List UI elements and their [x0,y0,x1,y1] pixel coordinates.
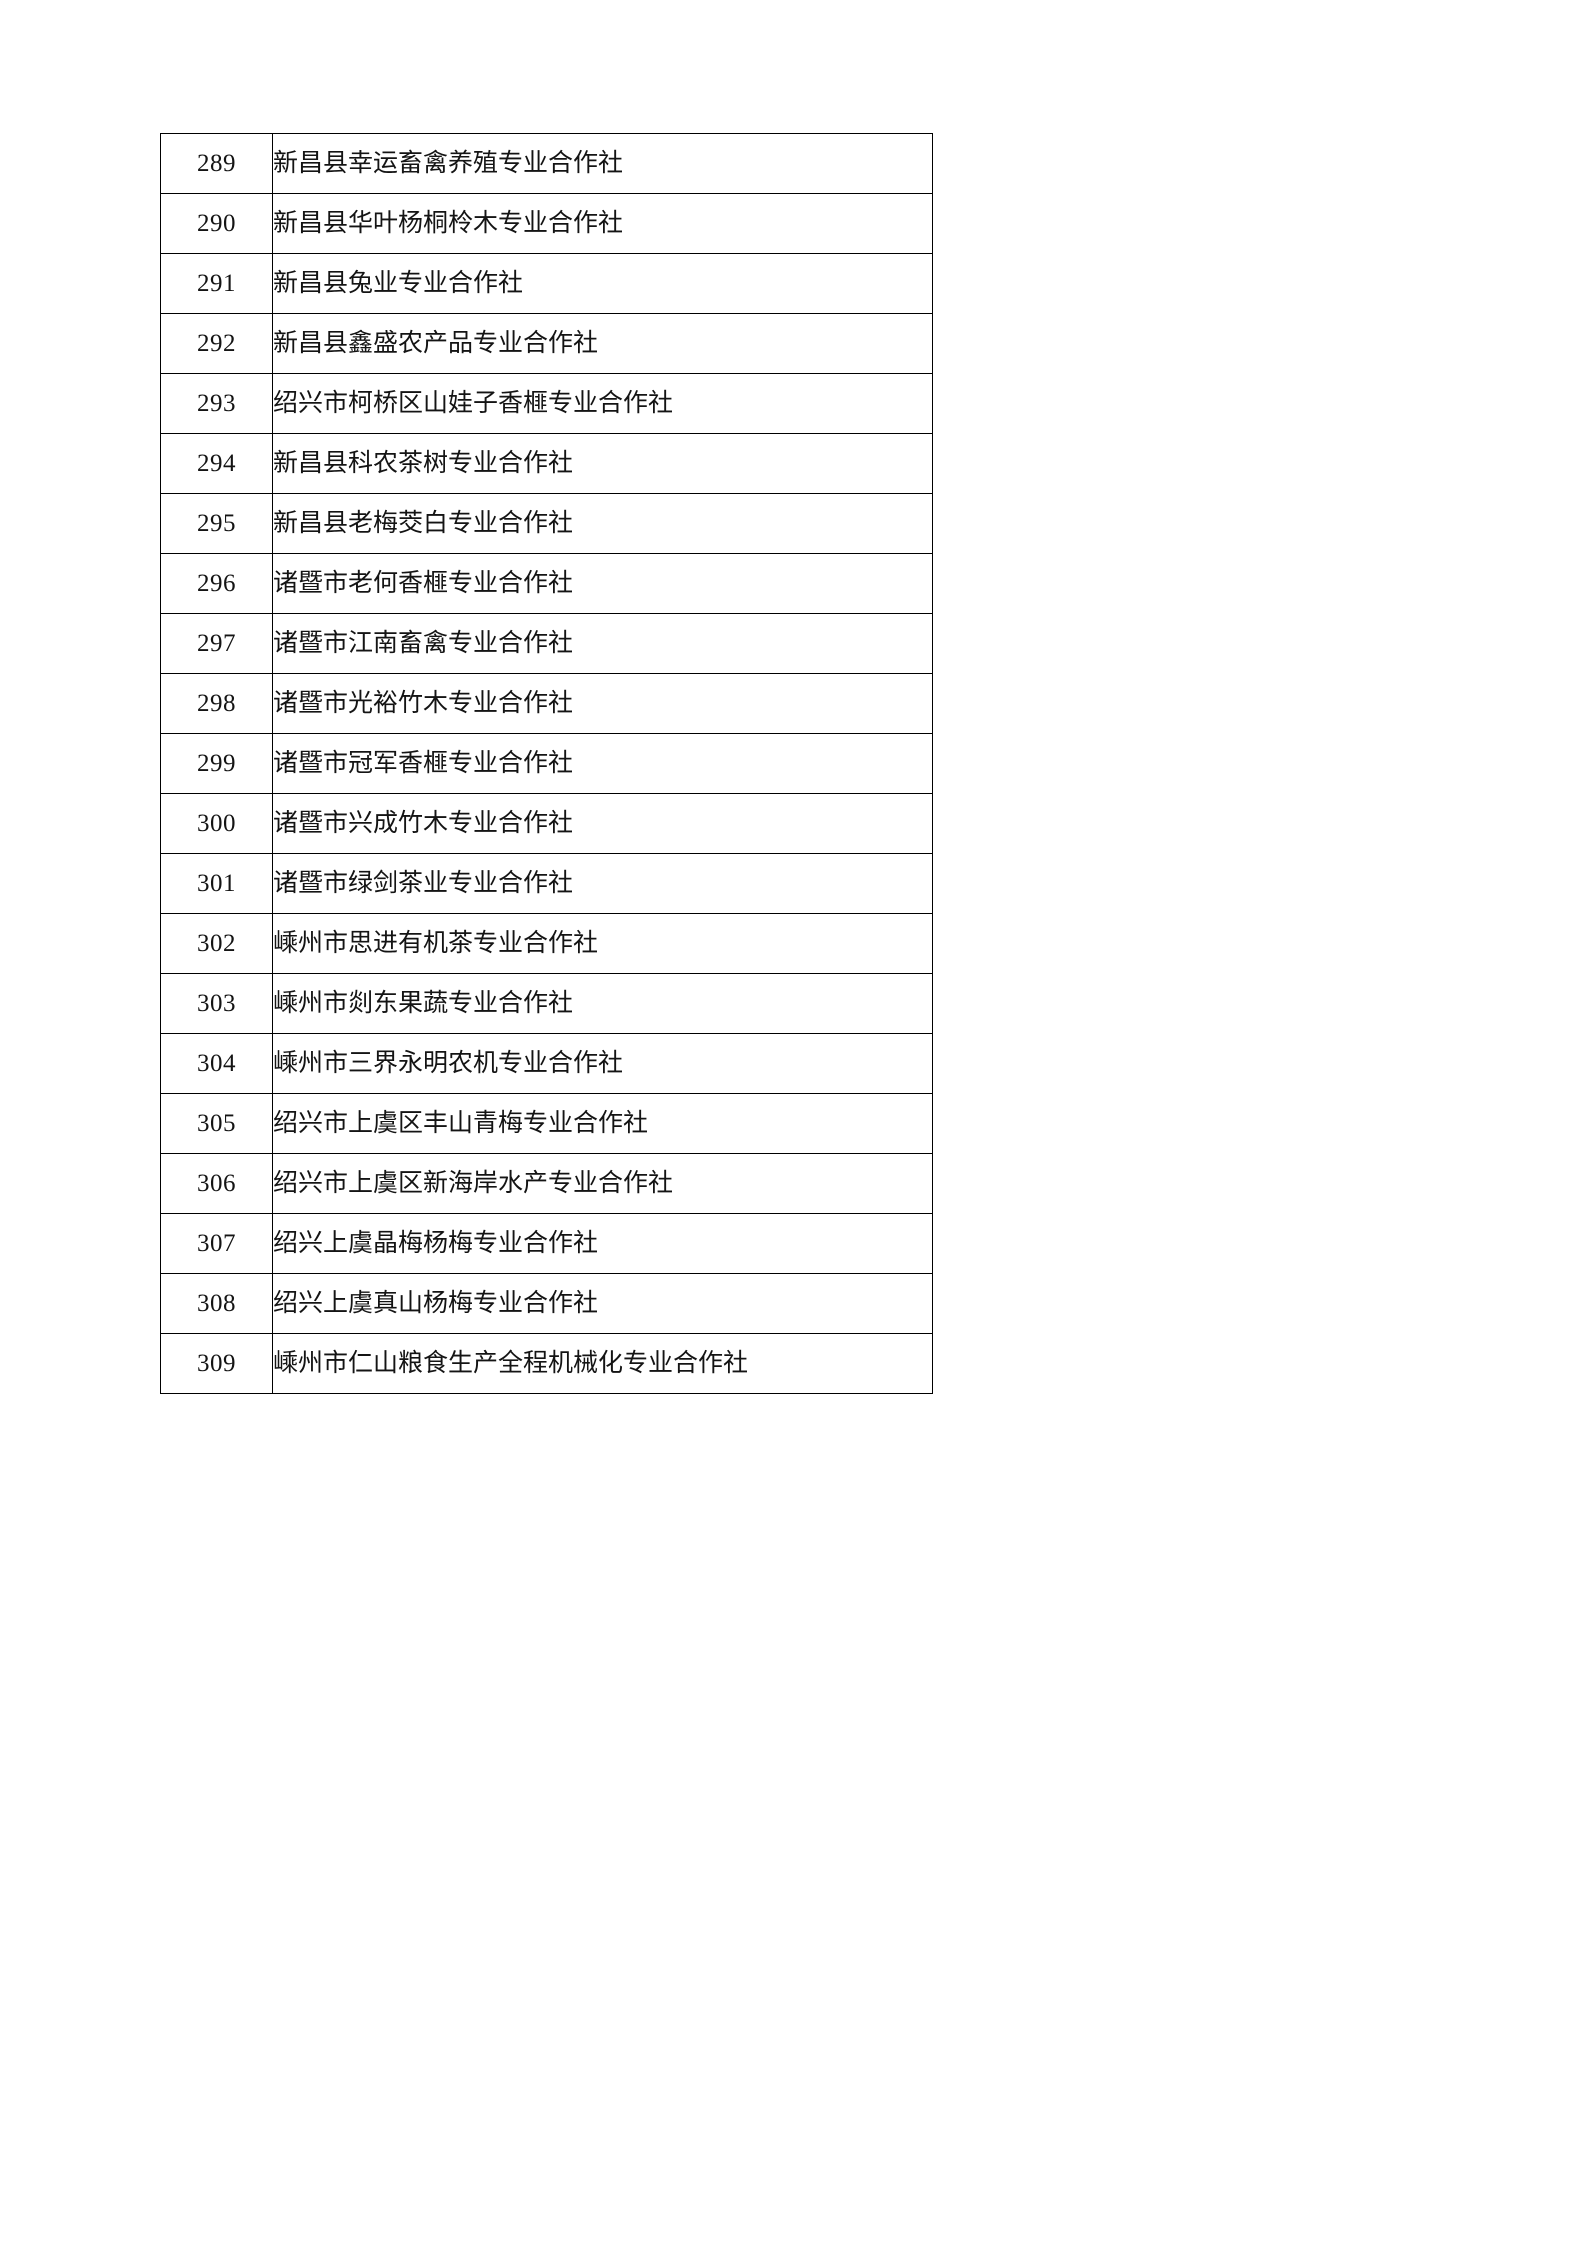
row-index-cell: 302 [160,913,273,974]
row-index-cell: 296 [160,553,273,614]
row-index-cell: 308 [160,1273,273,1334]
cooperative-listing-table: 289 新昌县幸运畜禽养殖专业合作社 290 新昌县华叶杨桐柃木专业合作社 291 新昌县… [160,133,933,1394]
cooperative-name-cell: 新昌县鑫盛农产品专业合作社 [272,313,933,374]
cooperative-name-cell: 绍兴上虞真山杨梅专业合作社 [272,1273,933,1334]
cooperative-name-cell: 绍兴市柯桥区山娃子香榧专业合作社 [272,373,933,434]
table-row: 303 嵊州市剡东果蔬专业合作社 [160,973,933,1034]
cooperative-name-cell: 新昌县兔业专业合作社 [272,253,933,314]
cooperative-name-cell: 绍兴上虞晶梅杨梅专业合作社 [272,1213,933,1274]
table-row: 307 绍兴上虞晶梅杨梅专业合作社 [160,1213,933,1274]
row-index-cell: 303 [160,973,273,1034]
row-index-cell: 289 [160,133,273,194]
row-index-cell: 300 [160,793,273,854]
cooperative-name-cell: 诸暨市绿剑茶业专业合作社 [272,853,933,914]
cooperative-name-cell: 嵊州市思进有机茶专业合作社 [272,913,933,974]
cooperative-name-cell: 诸暨市光裕竹木专业合作社 [272,673,933,734]
row-index-cell: 309 [160,1333,273,1394]
row-index-cell: 291 [160,253,273,314]
row-index-cell: 297 [160,613,273,674]
table-row: 295 新昌县老梅茭白专业合作社 [160,493,933,554]
cooperative-name-cell: 嵊州市剡东果蔬专业合作社 [272,973,933,1034]
row-index-cell: 290 [160,193,273,254]
row-index-cell: 304 [160,1033,273,1094]
cooperative-name-cell: 新昌县老梅茭白专业合作社 [272,493,933,554]
table-row: 304 嵊州市三界永明农机专业合作社 [160,1033,933,1094]
row-index-cell: 299 [160,733,273,794]
table-body: 289 新昌县幸运畜禽养殖专业合作社 290 新昌县华叶杨桐柃木专业合作社 291 新昌县… [160,133,933,1394]
table-row: 309 嵊州市仁山粮食生产全程机械化专业合作社 [160,1333,933,1394]
cooperative-name-cell: 诸暨市江南畜禽专业合作社 [272,613,933,674]
row-index-cell: 293 [160,373,273,434]
table-row: 305 绍兴市上虞区丰山青梅专业合作社 [160,1093,933,1154]
table-row: 289 新昌县幸运畜禽养殖专业合作社 [160,133,933,194]
cooperative-name-cell: 诸暨市兴成竹木专业合作社 [272,793,933,854]
cooperative-name-cell: 新昌县科农茶树专业合作社 [272,433,933,494]
cooperative-name-cell: 新昌县华叶杨桐柃木专业合作社 [272,193,933,254]
row-index-cell: 295 [160,493,273,554]
cooperative-name-cell: 新昌县幸运畜禽养殖专业合作社 [272,133,933,194]
cooperative-listing-table-container: 289 新昌县幸运畜禽养殖专业合作社 290 新昌县华叶杨桐柃木专业合作社 291 新昌县… [160,133,933,1394]
cooperative-name-cell: 诸暨市老何香榧专业合作社 [272,553,933,614]
cooperative-name-cell: 绍兴市上虞区丰山青梅专业合作社 [272,1093,933,1154]
row-index-cell: 298 [160,673,273,734]
table-row: 291 新昌县兔业专业合作社 [160,253,933,314]
row-index-cell: 292 [160,313,273,374]
cooperative-name-cell: 绍兴市上虞区新海岸水产专业合作社 [272,1153,933,1214]
table-row: 290 新昌县华叶杨桐柃木专业合作社 [160,193,933,254]
table-row: 299 诸暨市冠军香榧专业合作社 [160,733,933,794]
row-index-cell: 301 [160,853,273,914]
table-row: 298 诸暨市光裕竹木专业合作社 [160,673,933,734]
cooperative-name-cell: 诸暨市冠军香榧专业合作社 [272,733,933,794]
row-index-cell: 306 [160,1153,273,1214]
cooperative-name-cell: 嵊州市三界永明农机专业合作社 [272,1033,933,1094]
table-row: 302 嵊州市思进有机茶专业合作社 [160,913,933,974]
row-index-cell: 307 [160,1213,273,1274]
table-row: 292 新昌县鑫盛农产品专业合作社 [160,313,933,374]
table-row: 308 绍兴上虞真山杨梅专业合作社 [160,1273,933,1334]
row-index-cell: 305 [160,1093,273,1154]
table-row: 301 诸暨市绿剑茶业专业合作社 [160,853,933,914]
table-row: 296 诸暨市老何香榧专业合作社 [160,553,933,614]
table-row: 300 诸暨市兴成竹木专业合作社 [160,793,933,854]
cooperative-name-cell: 嵊州市仁山粮食生产全程机械化专业合作社 [272,1333,933,1394]
table-row: 294 新昌县科农茶树专业合作社 [160,433,933,494]
table-row: 293 绍兴市柯桥区山娃子香榧专业合作社 [160,373,933,434]
table-row: 306 绍兴市上虞区新海岸水产专业合作社 [160,1153,933,1214]
row-index-cell: 294 [160,433,273,494]
table-row: 297 诸暨市江南畜禽专业合作社 [160,613,933,674]
